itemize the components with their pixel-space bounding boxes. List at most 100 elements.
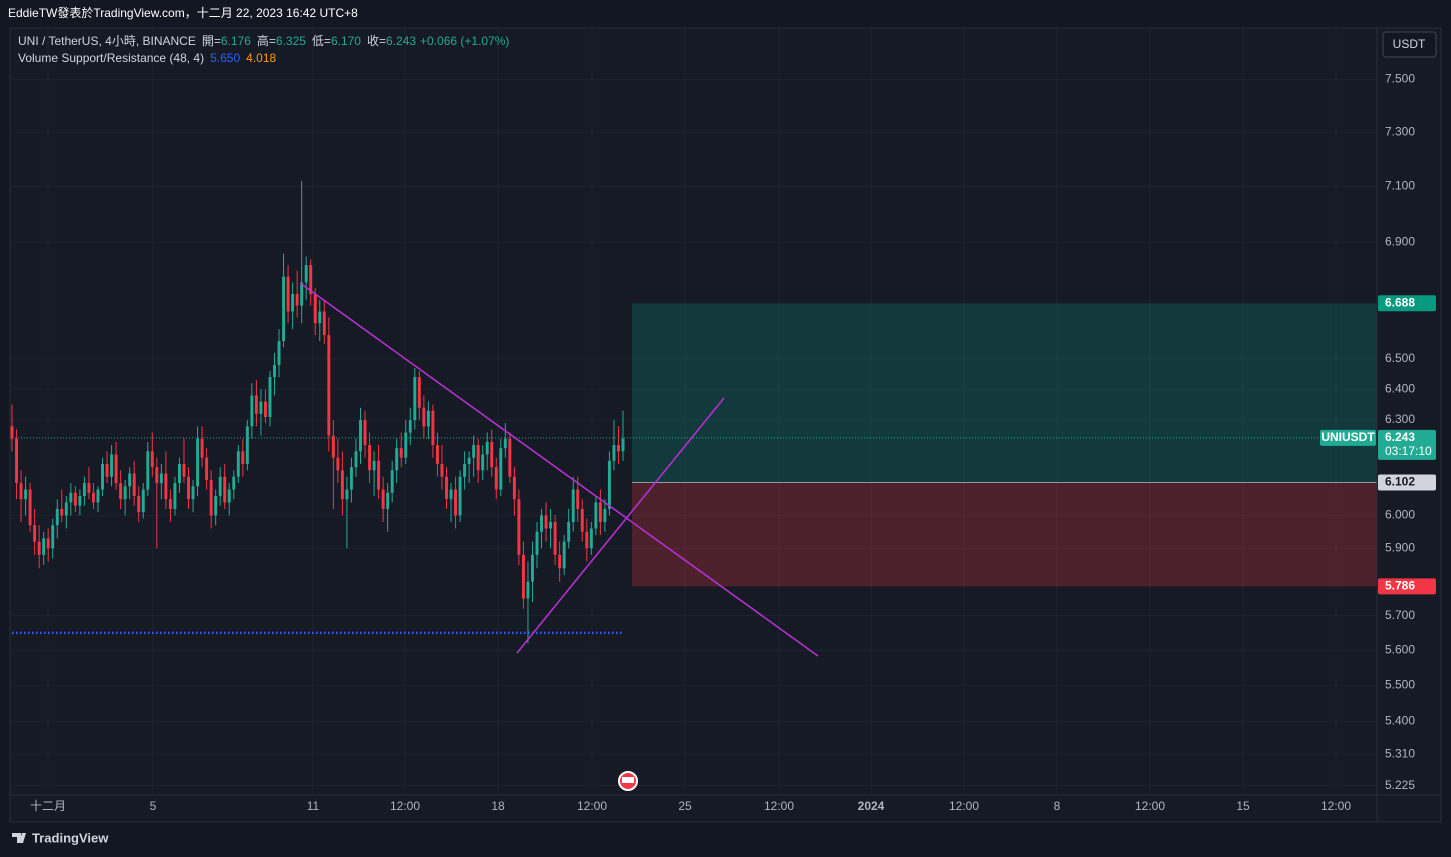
candle-body [458,476,462,516]
ohlc-label: 開= [202,34,221,48]
candle-body [259,401,263,414]
candle-body [499,448,503,490]
legend: UNI / TetherUS, 4小時, BINANCE 開=6.176 高=6.3… [18,33,509,65]
candle-body [617,445,620,452]
currency-button[interactable] [1382,31,1437,58]
candle-body [531,554,534,582]
y-tick-label: 5.310 [1385,746,1415,760]
candle-body [372,460,376,471]
stop-zone [632,482,1377,587]
indicator-resistance: 4.018 [246,51,276,65]
candle-body [91,492,95,503]
candle-body [232,476,236,490]
candle-body [526,581,530,599]
x-tick-label: 12:00 [949,799,979,813]
currency-label[interactable]: USDT [1393,37,1426,51]
candle-body [408,420,412,433]
last-price: 6.243 [1385,430,1415,444]
candle-body [177,463,181,484]
target-zone [632,303,1377,483]
x-tick-label: 12:00 [577,799,607,813]
candle-body [449,489,453,500]
x-tick-label: 11 [307,799,320,813]
candle-body [105,463,109,477]
y-tick-label: 5.225 [1385,778,1415,792]
ohlc-value: 6.325 [276,34,306,48]
axes: 7.500 7.300 7.100 6.900 6.500 6.400 6.300 6.000… [30,72,1436,813]
candle-body [55,508,59,526]
y-tick-label: 6.300 [1385,412,1415,426]
candle-body [454,489,458,516]
candle-body [209,479,213,516]
header-title: EddieTW發表於TradingView.com，十二月 22, 2023 1… [8,5,358,20]
target-tag: 6.688 [1385,295,1415,309]
candle-body [128,473,132,487]
candle-body [345,489,349,500]
trendline [299,282,819,657]
candle-body [191,486,195,500]
candle-body [286,276,290,312]
candle-body [463,463,467,477]
y-tick-label: 5.400 [1385,713,1415,727]
candle-body [585,531,589,549]
x-tick-label: 5 [150,799,157,813]
candle-body [512,476,516,500]
ohlc-value: 6.243 [386,34,416,48]
candle-body [399,448,403,458]
candle-body [291,293,295,312]
x-tick-label: 2024 [858,799,885,813]
candle-body [359,420,362,452]
ohlc-value: 6.176 [221,34,251,48]
candle-body [82,483,86,496]
candle-body [363,420,367,446]
candle-body [426,410,430,427]
stop-tag-box [1378,578,1436,595]
y-tick-label: 6.000 [1385,508,1415,522]
candle-body [395,448,399,471]
countdown: 03:17:10 [1385,444,1432,458]
candle-body [164,473,168,500]
y-tick-label: 5.900 [1385,540,1415,554]
candle-body [435,445,439,464]
footer-brand: TradingView [32,830,109,845]
candle-body [331,435,335,458]
candle-body [223,476,227,503]
ticker: UNIUSDT [1321,430,1375,444]
candle-body [132,473,136,496]
candle-body [46,538,50,549]
candle-body [535,531,539,555]
candle-body [119,483,123,500]
x-tick-label: 8 [1054,799,1061,813]
candle-body [571,489,575,522]
candle-body [250,395,254,427]
candle-body [417,377,421,408]
candle-body [173,483,177,509]
candle-body [594,502,598,529]
candle-body [187,476,190,500]
candle-body [236,451,240,477]
candle-body [377,460,381,490]
candle-body [612,445,616,461]
candle-body [123,486,127,500]
candle-body [508,438,512,477]
y-tick-label: 6.400 [1385,381,1415,395]
y-tick-label: 6.900 [1385,235,1415,249]
candle-body [155,467,159,484]
candle-body [19,483,23,500]
candle-body [485,441,489,455]
candle-body [503,438,507,449]
candle-body [24,489,28,500]
candle-body [273,365,276,378]
y-tick-label: 5.500 [1385,678,1415,692]
candle-body [589,528,593,549]
candle-body [69,492,73,503]
candle-body [114,454,118,484]
candle-body [540,515,544,532]
candle-body [318,311,322,324]
candle-body [544,515,548,529]
candle-body [390,470,394,493]
y-tick-label: 6.500 [1385,351,1415,365]
candle-body [268,377,272,417]
